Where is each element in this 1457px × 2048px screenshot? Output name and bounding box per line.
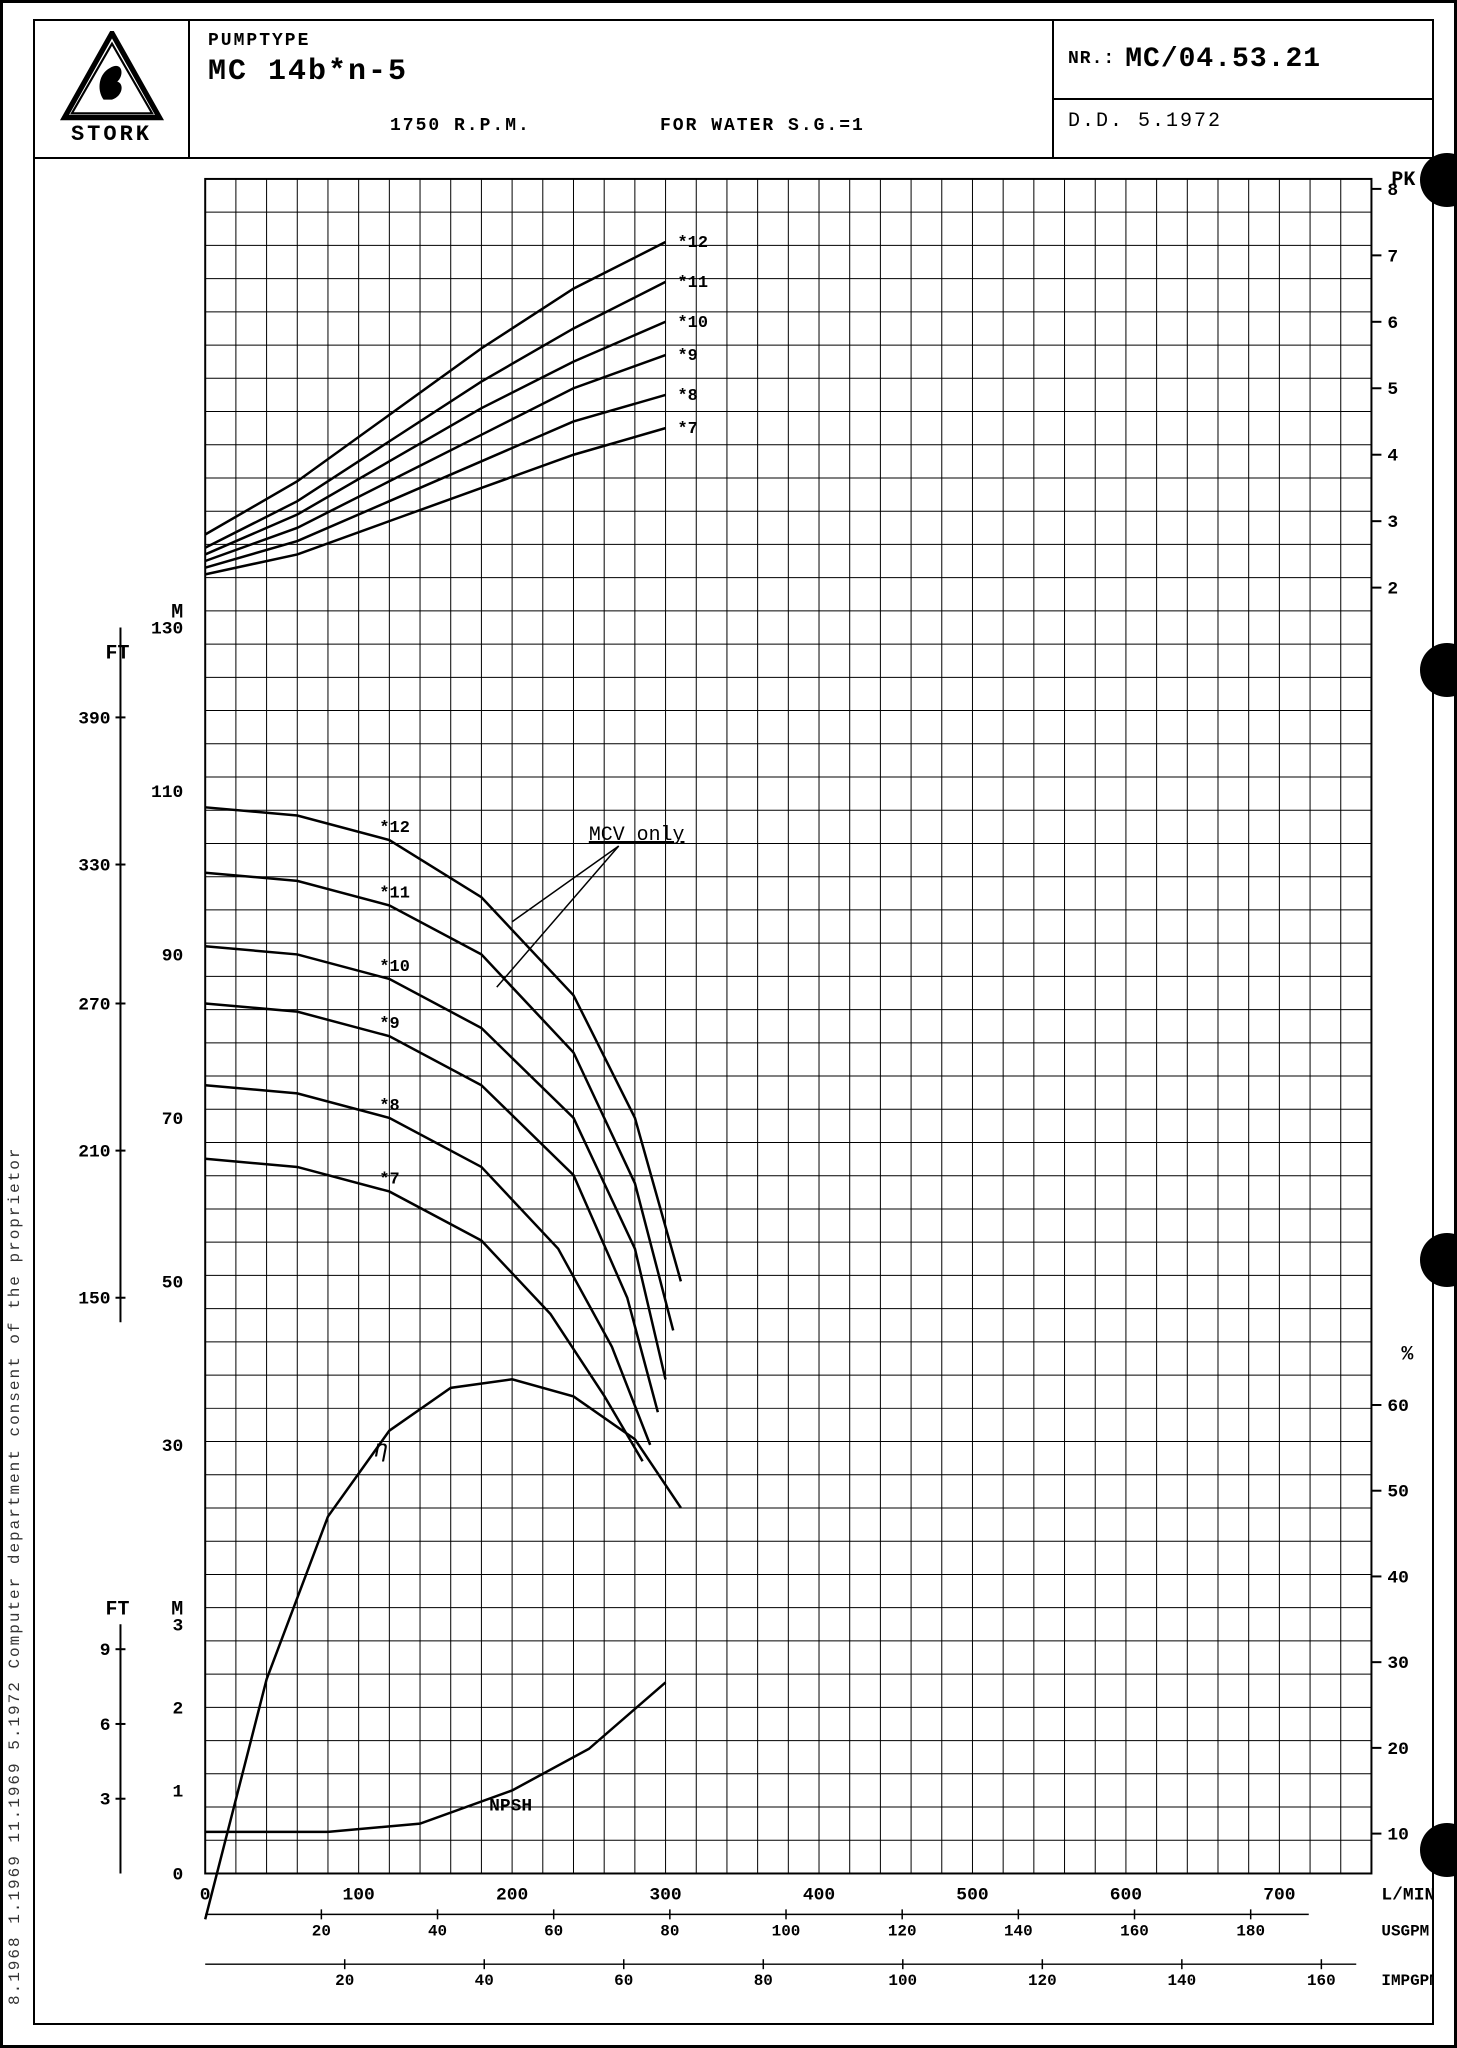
svg-text:140: 140	[1167, 1972, 1196, 1990]
svg-text:*7: *7	[678, 420, 698, 439]
svg-text:330: 330	[78, 857, 110, 877]
svg-text:270: 270	[78, 995, 110, 1015]
pump-curve-chart: *12*11*10*9*8*72345678PK*12*11*10*9*8*73…	[35, 159, 1432, 2023]
pumptype-label: PUMPTYPE	[208, 31, 1034, 51]
svg-text:*10: *10	[678, 314, 709, 333]
svg-text:140: 140	[1004, 1922, 1033, 1940]
svg-text:80: 80	[754, 1972, 773, 1990]
svg-text:FT: FT	[106, 641, 130, 664]
svg-text:*12: *12	[379, 819, 410, 838]
svg-text:*10: *10	[379, 958, 410, 977]
svg-text:390: 390	[78, 709, 110, 729]
svg-text:MCV only: MCV only	[589, 823, 685, 846]
svg-text:%: %	[1401, 1342, 1413, 1365]
svg-text:40: 40	[475, 1972, 494, 1990]
svg-text:100: 100	[343, 1885, 375, 1905]
svg-text:9: 9	[100, 1641, 111, 1661]
svg-text:20: 20	[335, 1972, 354, 1990]
svg-text:7: 7	[1387, 247, 1398, 267]
svg-text:600: 600	[1110, 1885, 1142, 1905]
svg-text:*11: *11	[379, 884, 410, 903]
svg-text:6: 6	[100, 1716, 111, 1736]
svg-text:*8: *8	[379, 1097, 399, 1116]
svg-text:*9: *9	[678, 347, 698, 366]
svg-text:60: 60	[614, 1972, 633, 1990]
svg-text:30: 30	[1387, 1654, 1409, 1674]
svg-text:100: 100	[772, 1922, 801, 1940]
svg-text:20: 20	[312, 1922, 331, 1940]
svg-text:180: 180	[1236, 1922, 1265, 1940]
dd-value: 5.1972	[1138, 110, 1222, 133]
svg-text:M: M	[171, 1597, 183, 1620]
nr-value: MC/04.53.21	[1125, 44, 1321, 75]
rpm: 1750 R.P.M.	[390, 116, 531, 136]
svg-text:30: 30	[162, 1437, 184, 1457]
svg-text:0: 0	[200, 1885, 211, 1905]
chart-area: *12*11*10*9*8*72345678PK*12*11*10*9*8*73…	[33, 159, 1434, 2025]
svg-text:FT: FT	[106, 1597, 130, 1620]
svg-text:40: 40	[428, 1922, 447, 1940]
dd-row: D.D. 5.1972	[1054, 100, 1432, 157]
svg-text:120: 120	[1028, 1972, 1057, 1990]
svg-text:20: 20	[1387, 1740, 1409, 1760]
svg-text:500: 500	[956, 1885, 988, 1905]
svg-text:3: 3	[100, 1791, 111, 1811]
dd-label: D.D.	[1068, 110, 1124, 133]
svg-text:150: 150	[78, 1290, 110, 1310]
svg-text:2: 2	[1387, 580, 1398, 600]
svg-text:*9: *9	[379, 1015, 399, 1034]
svg-text:M: M	[171, 601, 183, 624]
svg-text:400: 400	[803, 1885, 835, 1905]
header: STORK PUMPTYPE MC 14b*n-5 1750 R.P.M. FO…	[33, 19, 1434, 159]
svg-text:*8: *8	[678, 387, 698, 406]
svg-text:L/MIN: L/MIN	[1381, 1885, 1432, 1905]
for-water: FOR WATER S.G.=1	[660, 116, 865, 136]
svg-text:40: 40	[1387, 1568, 1409, 1588]
svg-text:200: 200	[496, 1885, 528, 1905]
svg-text:6: 6	[1387, 314, 1398, 334]
svg-text:60: 60	[544, 1922, 563, 1940]
svg-text:70: 70	[162, 1110, 184, 1130]
stork-logo-icon	[57, 31, 167, 126]
nr-row: NR.: MC/04.53.21	[1054, 21, 1432, 100]
svg-text:*11: *11	[678, 274, 709, 293]
svg-text:PK: PK	[1391, 168, 1415, 191]
svg-text:50: 50	[1387, 1483, 1409, 1503]
svg-text:160: 160	[1307, 1972, 1336, 1990]
svg-text:160: 160	[1120, 1922, 1149, 1940]
side-revision-text: 8.1968 1.1969 11.1969 5.1972 Computer de…	[1, 3, 29, 2045]
svg-text:90: 90	[162, 946, 184, 966]
svg-text:0: 0	[173, 1865, 184, 1885]
svg-text:*7: *7	[379, 1171, 399, 1190]
svg-text:η: η	[374, 1437, 388, 1464]
svg-text:*12: *12	[678, 234, 709, 253]
svg-text:210: 210	[78, 1143, 110, 1163]
model: MC 14b*n-5	[208, 55, 1034, 89]
svg-text:3: 3	[1387, 513, 1398, 533]
svg-text:80: 80	[660, 1922, 679, 1940]
svg-text:USGPM: USGPM	[1381, 1922, 1429, 1940]
svg-text:4: 4	[1387, 447, 1398, 467]
svg-text:1: 1	[173, 1782, 184, 1802]
svg-text:700: 700	[1263, 1885, 1295, 1905]
nr-box: NR.: MC/04.53.21 D.D. 5.1972	[1052, 21, 1432, 157]
svg-text:10: 10	[1387, 1826, 1409, 1846]
svg-text:110: 110	[151, 783, 183, 803]
logo-box: STORK	[35, 21, 190, 157]
title-box: PUMPTYPE MC 14b*n-5 1750 R.P.M. FOR WATE…	[190, 21, 1052, 157]
datasheet: 8.1968 1.1969 11.1969 5.1972 Computer de…	[0, 0, 1457, 2048]
logo-label: STORK	[71, 122, 152, 147]
svg-text:IMPGPM: IMPGPM	[1381, 1972, 1432, 1990]
svg-text:2: 2	[173, 1699, 184, 1719]
nr-label: NR.:	[1068, 49, 1115, 69]
svg-text:60: 60	[1387, 1397, 1409, 1417]
svg-text:NPSH: NPSH	[489, 1796, 532, 1816]
svg-text:5: 5	[1387, 380, 1398, 400]
svg-text:300: 300	[649, 1885, 681, 1905]
svg-text:120: 120	[888, 1922, 917, 1940]
svg-text:100: 100	[888, 1972, 917, 1990]
svg-text:50: 50	[162, 1273, 184, 1293]
